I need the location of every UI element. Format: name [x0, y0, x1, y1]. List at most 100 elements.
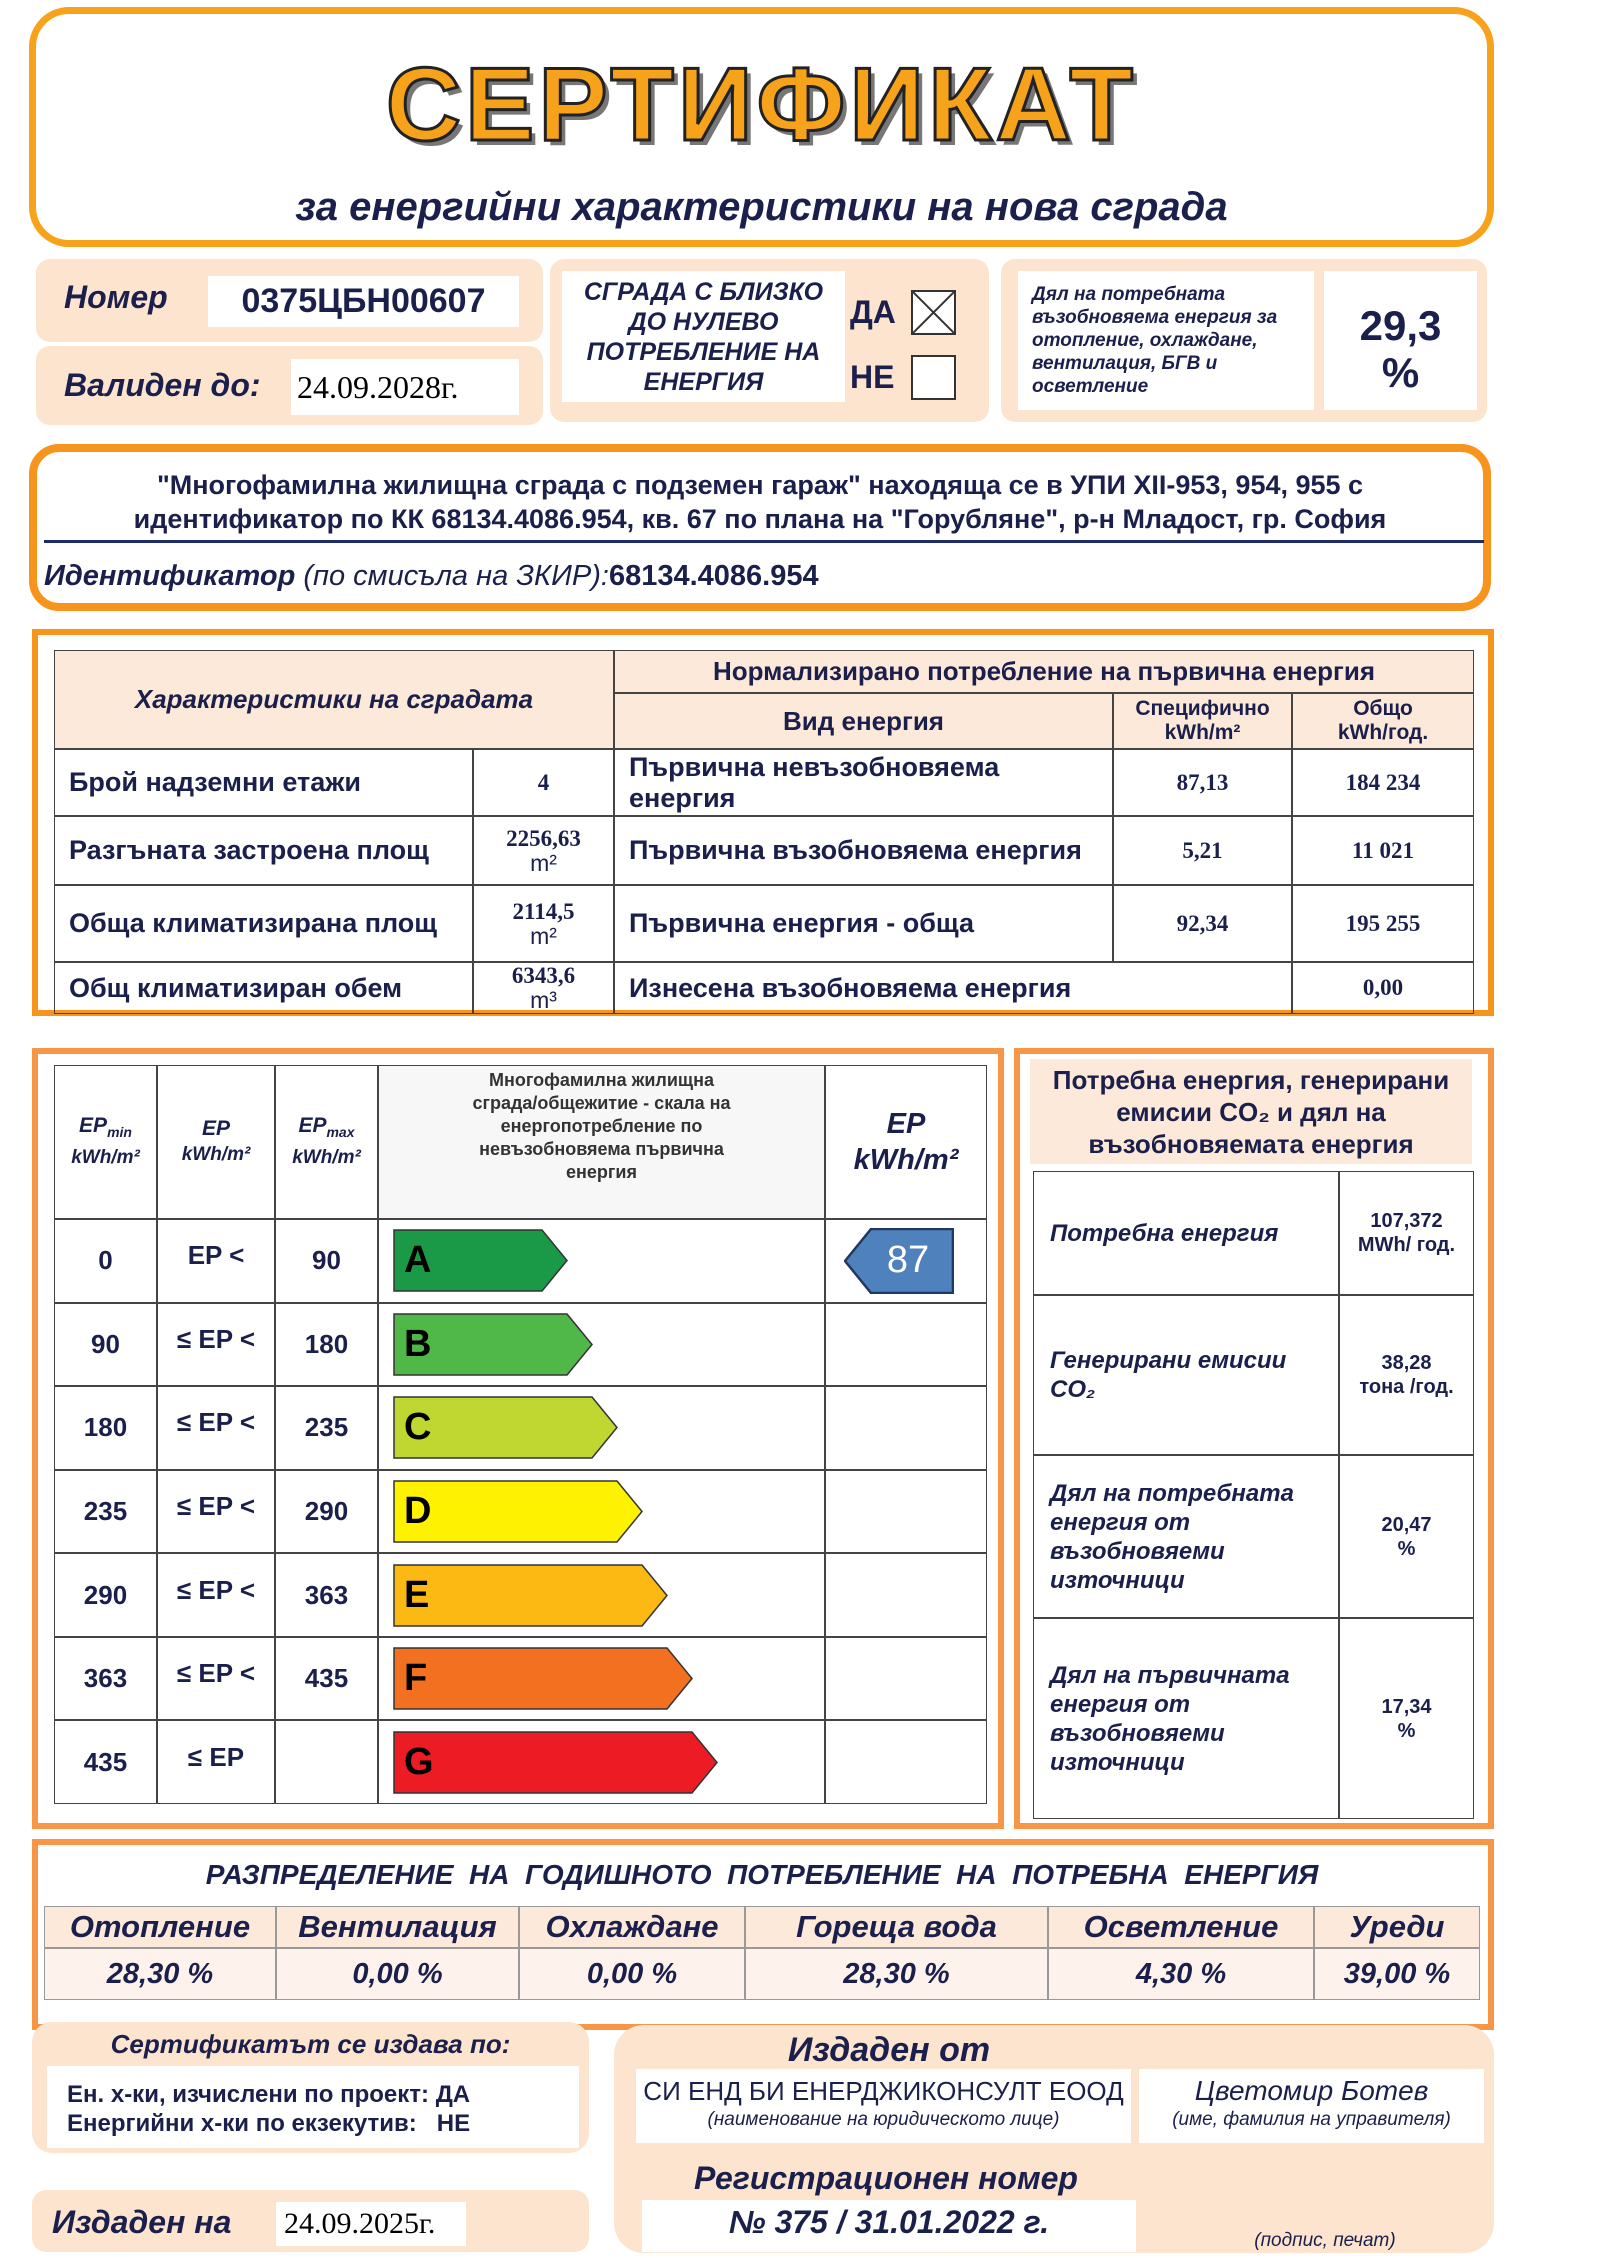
- class-max: 435: [275, 1636, 378, 1721]
- issued-on-date: 24.09.2025г.: [276, 2202, 466, 2246]
- checkbox: [911, 355, 956, 400]
- distribution-name: Гореща вода: [745, 1906, 1048, 1948]
- identifier-note: (по смисъла на ЗКИР):: [295, 559, 609, 592]
- certificate-title: СЕРТИФИКАТ: [384, 45, 1138, 164]
- class-arrow: [393, 1229, 568, 1293]
- class-op: ≤ EP <: [157, 1636, 275, 1721]
- energy-type: Първична невъзобновяема енергия: [614, 749, 1113, 816]
- col-type: Вид енергия: [614, 693, 1113, 749]
- col-total: Общо kWh/год.: [1292, 693, 1474, 749]
- energy-specific: 87,13: [1113, 749, 1292, 816]
- class-cell: [378, 1720, 825, 1804]
- checkbox: [911, 290, 956, 335]
- char-unit: m²: [530, 922, 557, 949]
- scale-description: Многофамилна жилищна сграда/общежитие - …: [378, 1065, 825, 1219]
- rating-cell: [825, 1720, 987, 1804]
- distribution-title: РАЗПРЕДЕЛЕНИЕ НА ГОДИШНОТО ПОТРЕБЛЕНИЕ Н…: [205, 1859, 1319, 1890]
- scale-col-label: EPmax: [298, 1113, 354, 1145]
- energy-total: 11 021: [1292, 816, 1474, 885]
- class-letter: D: [404, 1490, 432, 1532]
- building-frame: [29, 444, 1491, 611]
- company-name: СИ ЕНД БИ ЕНЕРДЖИКОНСУЛТ ЕООД: [643, 2075, 1124, 2106]
- class-min: 0: [54, 1219, 157, 1303]
- indicator-unit: MWh/ год.: [1357, 1234, 1456, 1256]
- share-unit: %: [1381, 349, 1420, 396]
- rating-value: 87: [886, 1239, 930, 1282]
- char-label: Брой надземни етажи: [54, 749, 473, 816]
- energy-specific: 92,34: [1113, 885, 1292, 962]
- rating-cell: [825, 1553, 987, 1637]
- energy-total: 0,00: [1292, 962, 1474, 1014]
- char-number: 6343,6: [511, 963, 576, 988]
- nzeb-question: СГРАДА С БЛИЗКО ДО НУЛЕВО ПОТРЕБЛЕНИЕ НА…: [562, 271, 845, 402]
- indicator-value: 38,28 тона /год.: [1339, 1295, 1474, 1455]
- indicator-unit: %: [1397, 1537, 1416, 1560]
- number-value: 0375ЦБН00607: [208, 276, 519, 327]
- scale-col-header: EPmax kWh/m²: [275, 1065, 378, 1219]
- share-value-box: [1324, 271, 1477, 410]
- char-unit: m³: [530, 987, 557, 1013]
- col-specific: Специфично kWh/m²: [1113, 693, 1292, 749]
- char-label: Обща климатизирана площ: [54, 885, 473, 962]
- reg-box: [642, 2200, 1136, 2252]
- class-max: [275, 1720, 378, 1804]
- manager-name: Цветомир Ботев: [1194, 2075, 1429, 2106]
- energy-total: 184 234: [1292, 749, 1474, 816]
- scale-col-header: EPmin kWh/m²: [54, 1065, 157, 1219]
- share-value: 29,3: [1359, 302, 1442, 349]
- char-unit: m²: [530, 849, 557, 876]
- valid-label: Валиден до:: [64, 366, 261, 403]
- class-letter: E: [404, 1573, 430, 1616]
- class-max: 180: [275, 1302, 378, 1387]
- indicator-number: 20,47: [1381, 1513, 1432, 1536]
- indicators-title: Потребна енергия, генерирани емисии CO₂ …: [1030, 1059, 1472, 1164]
- rating-cell: [825, 1469, 987, 1554]
- check-stroke: [912, 291, 955, 334]
- char-number: 4: [537, 769, 550, 795]
- class-cell: [378, 1469, 825, 1554]
- class-min: 363: [54, 1636, 157, 1721]
- distribution-name: Уреди: [1314, 1906, 1480, 1948]
- indicator-unit: тона /год.: [1359, 1376, 1454, 1398]
- char-number: 2256,63: [506, 825, 581, 851]
- divider: [44, 540, 1484, 543]
- indicator-value: 107,372 MWh/ год.: [1339, 1171, 1474, 1295]
- energy-type: Изнесена възобновяема енергия: [614, 962, 1292, 1014]
- char-number: 2114,5: [512, 898, 575, 924]
- scale-col-header: EP kWh/m²: [157, 1065, 275, 1219]
- scale-col-label: EPmin: [79, 1113, 132, 1145]
- class-arrow: [393, 1730, 718, 1794]
- valid-date: 24.09.2028г.: [291, 359, 519, 415]
- indicator-label: Дял на първичната енергия от възобновяем…: [1033, 1618, 1339, 1819]
- col-total-unit: kWh/год.: [1337, 721, 1429, 744]
- nzeb-option-label: ДА: [850, 294, 896, 330]
- ep-sub: max: [326, 1124, 355, 1141]
- class-min: 180: [54, 1386, 157, 1470]
- rating-arrow: [844, 1227, 954, 1294]
- energy-total: 195 255: [1292, 885, 1474, 962]
- distribution-name: Отопление: [44, 1906, 276, 1948]
- indicator-label: Генерирани емисии CO₂: [1033, 1295, 1339, 1455]
- class-cell: [378, 1386, 825, 1470]
- col-specific-label: Специфично: [1135, 697, 1270, 720]
- ep-sub: min: [107, 1124, 132, 1141]
- distribution-value: 28,30 %: [44, 1948, 276, 2000]
- energy-specific: 5,21: [1113, 816, 1292, 885]
- class-cell: [378, 1553, 825, 1637]
- class-op: EP <: [157, 1219, 275, 1303]
- class-arrow-shape: [393, 1730, 718, 1794]
- issued-on-label: Издаден на: [52, 2203, 232, 2240]
- distribution-value: 28,30 %: [745, 1948, 1048, 2000]
- rating-arrow-shape: [844, 1227, 954, 1294]
- class-arrow: [393, 1563, 668, 1627]
- distribution-value: 0,00 %: [276, 1948, 519, 2000]
- class-op: ≤ EP <: [157, 1302, 275, 1387]
- class-letter: F: [404, 1657, 428, 1700]
- characteristics-header: Характеристики на сградата: [54, 650, 614, 749]
- class-arrow-shape: [393, 1563, 668, 1627]
- char-label: Разгъната застроена площ: [54, 816, 473, 885]
- identifier-value: 68134.4086.954: [608, 559, 819, 592]
- reg-label: Регистрационен номер: [694, 2159, 1078, 2196]
- ep-label: EP: [298, 1113, 327, 1137]
